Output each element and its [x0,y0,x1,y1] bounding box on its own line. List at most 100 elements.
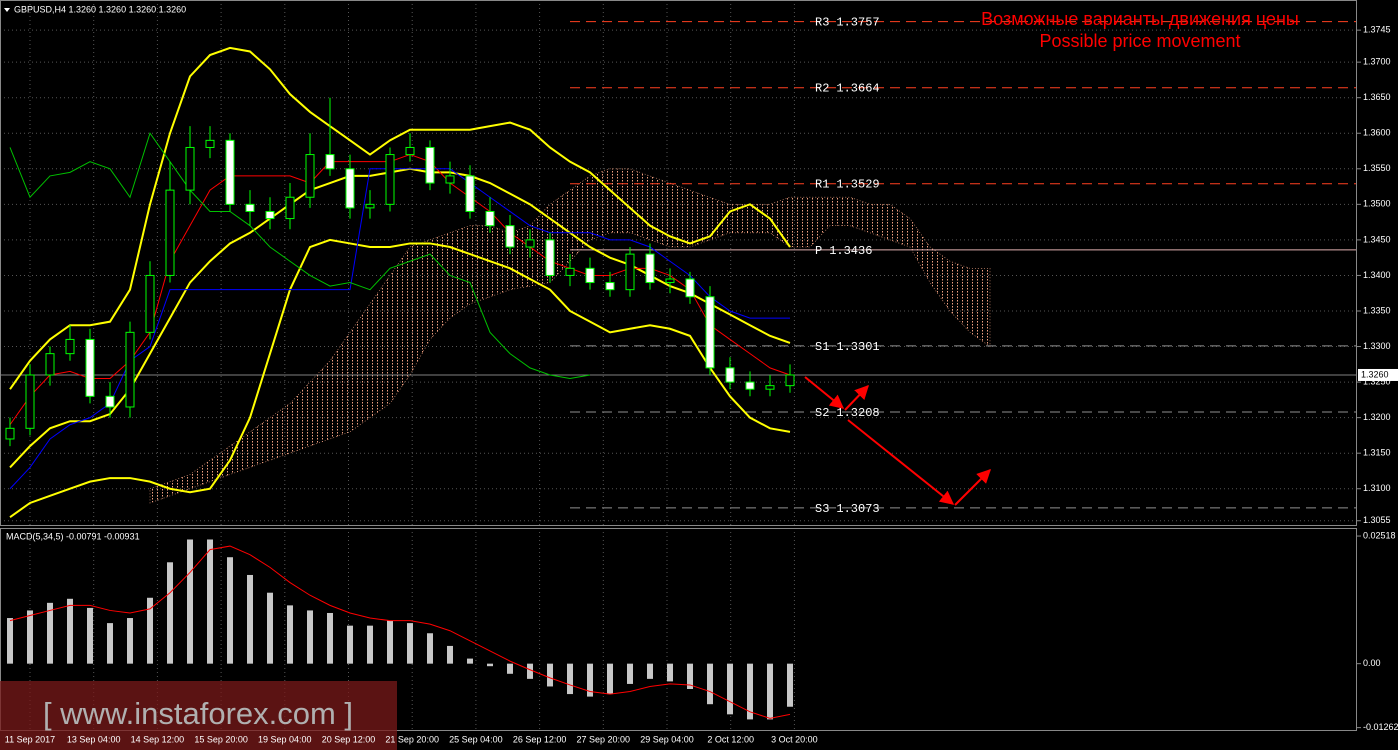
last-price-label: 1.3260 [1361,369,1389,379]
x-tick-label: 26 Sep 12:00 [513,734,567,744]
candle-body [265,210,275,220]
pivot-label: S1 1.3301 [815,340,880,354]
pivot-value: 1.3073 [836,502,879,516]
y-tick-label: 1.3250 [1363,376,1391,386]
macd-bar [247,574,253,664]
macd-bar [627,663,633,684]
x-tick-label: 20 Sep 12:00 [322,734,376,744]
candle-body [725,367,735,383]
macd-bar [127,618,133,664]
candle-body [205,139,215,148]
candle-body [585,267,595,284]
candle-body [385,154,395,205]
indicator-line [9,132,591,380]
candle-body [85,338,95,397]
pivot-value: 1.3757 [836,16,879,30]
indicator-line [9,46,791,390]
x-tick-label: 19 Sep 04:00 [258,734,312,744]
macd-bar [47,602,53,664]
candle-body [465,175,475,212]
candle-body [745,381,755,390]
price-frame [0,0,1357,526]
macd-label: MACD(5,34,5) -0.00791 -0.00931 [6,531,140,541]
macd-bar [587,663,593,697]
x-tick-label: 27 Sep 20:00 [577,734,631,744]
pivot-name: R2 [815,82,829,96]
pivot-label: R2 1.3664 [815,82,880,96]
pivot-value: 1.3436 [829,244,872,258]
pivot-name: R1 [815,178,829,192]
pivot-name: S3 [815,502,829,516]
pivot-value: 1.3664 [836,82,879,96]
macd-bar [107,623,113,664]
indicator-line [9,167,791,469]
candle-body [105,395,115,408]
x-tick-label: 15 Sep 20:00 [194,734,248,744]
y2-tick-label: -0.01262 [1363,722,1398,732]
last-price-box [1358,368,1398,381]
macd-bar [667,663,673,682]
candle-body [25,374,35,429]
candle-body [565,267,575,276]
macd-bar [67,598,73,664]
macd-bar [487,663,493,667]
x-tick-label: 13 Sep 04:00 [67,734,121,744]
y-tick-label: 1.3200 [1363,412,1391,422]
macd-bar [747,663,753,720]
macd-bar [567,663,573,695]
macd-bar [367,625,373,664]
macd-bar [27,610,33,664]
y2-tick-label: 0.00 [1363,658,1381,668]
candle-body [765,385,775,390]
candle-body [625,253,635,291]
y-tick-label: 1.3650 [1363,92,1391,102]
candle-body [785,374,795,387]
menu-icon[interactable] [4,8,10,12]
candle-body [685,278,695,298]
annotation: Possible price movement [1039,31,1240,51]
macd-bar [507,663,513,674]
pivot-label: R3 1.3757 [815,16,880,30]
y-tick-label: 1.3150 [1363,448,1391,458]
candle-body [145,274,155,333]
annotation: Возможные варианты движения цены [981,9,1299,29]
macd-bar [267,592,273,664]
macd-bar [687,663,693,689]
macd-bar [707,663,713,705]
candle-body [445,175,455,184]
macd-bar [527,663,533,679]
macd-bar [347,625,353,664]
macd-bar [787,663,793,707]
arrow [954,469,991,506]
macd-bar [447,645,453,664]
indicator-line [9,238,791,518]
pivot-name: S2 [815,406,829,420]
y2-tick-label: 0.02518 [1363,530,1396,540]
macd-bar [407,623,413,664]
y-tick-label: 1.3400 [1363,270,1391,280]
x-tick-label: 21 Sep 20:00 [385,734,439,744]
macd-bar [727,663,733,715]
candle-body [705,296,715,369]
watermark: [ www.instaforex.com ] [43,696,353,731]
header: GBPUSD,H4 1.3260 1.3260 1.3260 1.3260 [14,4,186,14]
candle-body [325,154,335,170]
ichimoku-cloud [149,168,991,504]
candle-body [125,331,135,408]
pivot-name: R3 [815,16,829,30]
macd-bar [167,562,173,664]
x-tick-label: 2 Oct 12:00 [707,734,754,744]
candle-body [665,278,675,284]
x-tick-label: 3 Oct 20:00 [771,734,818,744]
y-tick-label: 1.3500 [1363,199,1391,209]
macd-bar [227,557,233,664]
candle-body [605,282,615,291]
candle-body [365,203,375,209]
macd-bar [187,539,193,664]
macd-bar [327,612,333,664]
y-tick-label: 1.3055 [1363,515,1391,525]
candle-body [245,203,255,212]
arrow [804,376,845,409]
